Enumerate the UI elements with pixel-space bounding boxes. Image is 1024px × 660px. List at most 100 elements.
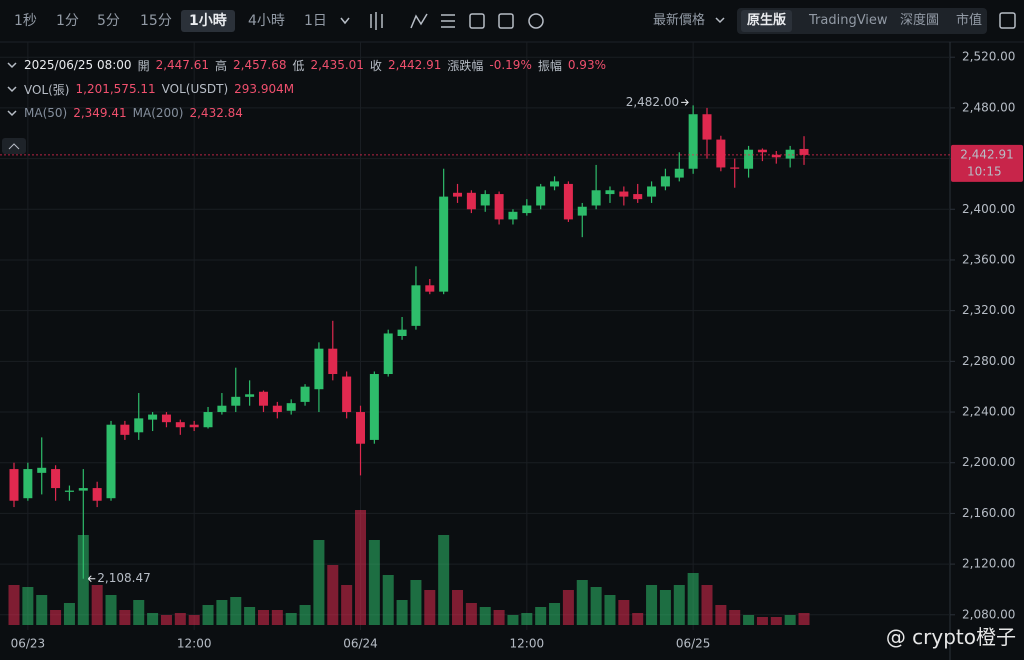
y-tick-label: 2,200.00 (962, 455, 1015, 469)
ohlc-value: -0.19% (489, 58, 532, 72)
interval-tab[interactable]: 1分 (56, 13, 79, 29)
volume-bar (770, 617, 782, 625)
ohlc-row: 2025/06/25 08:00 開 2,447.61 高 2,457.68 低 2,435… (24, 56, 606, 74)
ohlc-label: 開 (137, 58, 150, 73)
ohlc-value: 2,447.61 (155, 58, 210, 72)
x-tick-label: 06/23 (11, 637, 46, 651)
candle-body (148, 414, 158, 420)
ohlc-value: 2,435.01 (310, 58, 364, 72)
collapse-button[interactable] (2, 138, 26, 154)
volume-bar (174, 613, 186, 625)
volume-bar (147, 613, 159, 625)
candle-body (383, 333, 393, 375)
volume-bar (479, 607, 491, 625)
interval-tab[interactable]: 1秒 (14, 13, 37, 29)
candle-body (730, 167, 740, 169)
candle-body (51, 469, 61, 489)
price-type[interactable]: 最新價格 (653, 13, 706, 28)
interval-tab[interactable]: 1小時 (181, 10, 235, 32)
candle-body (314, 348, 324, 390)
y-tick-label: 2,280.00 (962, 354, 1015, 368)
volume-bar (673, 585, 685, 625)
candle-body (799, 148, 809, 155)
candle-body (342, 376, 352, 413)
volume-bar (355, 510, 366, 625)
volume-bar (382, 575, 394, 625)
view-tab[interactable]: 原生版 (741, 10, 793, 32)
volume-bar (438, 535, 450, 625)
candle-body (356, 412, 365, 444)
interval-tab[interactable]: 1日 (304, 13, 327, 29)
candle-body (660, 176, 670, 187)
datetime: 2025/06/25 08:00 (24, 58, 132, 72)
template-icon[interactable] (498, 13, 514, 29)
candle-body (466, 192, 476, 210)
candle-body (397, 329, 407, 336)
volume-bar (493, 610, 505, 625)
candle-body (577, 206, 587, 216)
view-tab[interactable]: TradingView (809, 13, 888, 28)
volume-bar (230, 597, 242, 625)
y-tick-label: 2,080.00 (962, 607, 1015, 621)
volume-bar (410, 580, 422, 625)
x-tick-label: 12:00 (177, 637, 212, 651)
volume-bar (63, 603, 75, 625)
interval-tab[interactable]: 15分 (140, 13, 172, 29)
candle-body (300, 386, 310, 402)
candle-body (161, 414, 171, 423)
candle-body (286, 403, 296, 411)
candle-body (369, 374, 379, 440)
view-tab[interactable]: 市值 (956, 13, 983, 28)
chevron[interactable] (7, 62, 17, 69)
volume-bar (562, 590, 574, 625)
candle-body (508, 211, 518, 220)
draw-icon[interactable] (469, 13, 485, 29)
y-tick-label: 2,320.00 (962, 303, 1015, 317)
candle-body (120, 424, 130, 435)
ohlc-label: 漲跌幅 (447, 58, 484, 73)
price-dropdown[interactable] (715, 17, 725, 24)
candle-body (92, 488, 102, 501)
candle-body (453, 192, 463, 197)
ohlc-label: 振幅 (537, 58, 562, 73)
x-tick-label: 06/25 (676, 637, 711, 651)
candle-icon[interactable] (370, 12, 383, 30)
candle-body (64, 490, 74, 492)
watermark: @ crypto橙子 (885, 625, 1016, 649)
chevron[interactable] (7, 110, 17, 117)
view-tab[interactable]: 深度圖 (900, 13, 940, 28)
volume-bar (396, 600, 408, 625)
volume-bar (576, 580, 588, 625)
x-tick-label: 06/24 (343, 637, 378, 651)
volume-bar (452, 590, 464, 625)
volume-bar (368, 540, 380, 625)
volume-bar (271, 610, 283, 625)
dropdown-icon[interactable] (340, 17, 350, 25)
candle-body (134, 418, 144, 433)
candle-body (647, 186, 657, 197)
volume-bar (285, 613, 297, 625)
gear-icon[interactable] (528, 13, 544, 29)
volume-bar (701, 585, 713, 625)
chevron[interactable] (7, 86, 17, 93)
candle-body (37, 467, 47, 473)
candle-body (439, 196, 449, 292)
fullscreen-icon[interactable] (999, 12, 1016, 29)
candle-body (106, 424, 116, 499)
candle-body (619, 191, 629, 197)
volume-bar (549, 603, 561, 625)
volume-bar (756, 617, 768, 625)
volume-bar (659, 590, 671, 625)
settings-list-icon[interactable] (441, 14, 455, 28)
volume-bar (784, 615, 796, 625)
interval-tab[interactable]: 5分 (97, 13, 120, 29)
candle-body (231, 396, 241, 406)
candle-body (480, 194, 490, 206)
interval-tab[interactable]: 4小時 (248, 13, 285, 29)
candle-body (78, 488, 88, 491)
candle-body (328, 348, 338, 375)
indicator-icon[interactable] (410, 13, 428, 29)
ohlc-label: 收 (369, 58, 382, 73)
volume-bar (50, 610, 62, 625)
